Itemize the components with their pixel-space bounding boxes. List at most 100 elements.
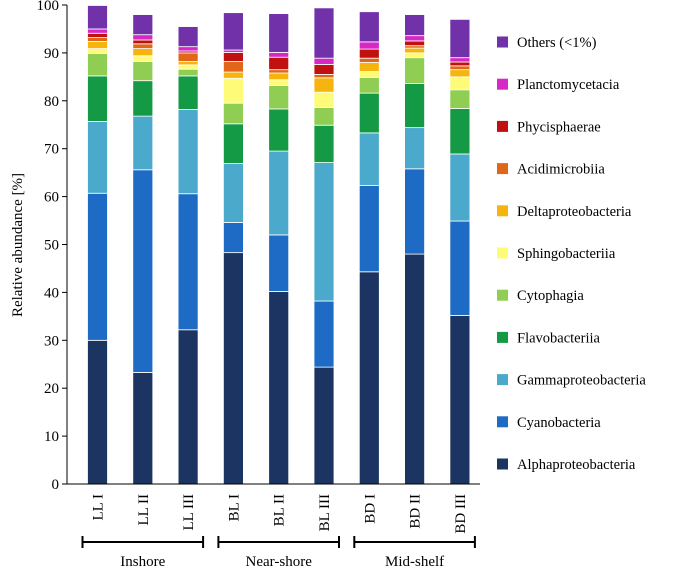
bar-segment <box>404 47 426 54</box>
y-tick-label: 90 <box>44 46 59 62</box>
bar-segment <box>268 72 290 81</box>
legend-swatch <box>497 120 508 132</box>
x-tick-label: LL III <box>181 494 197 531</box>
legend-swatch <box>497 163 508 175</box>
bar-segment <box>132 14 154 36</box>
bar-segment <box>177 329 199 485</box>
x-tick-label: BL I <box>226 494 242 521</box>
bar-segment <box>404 168 426 255</box>
bar-stack <box>449 18 471 485</box>
legend: Alphaproteobacteria Cyanobacteria Gammapro… <box>497 35 646 473</box>
bar-segment <box>449 220 471 316</box>
bar-segment <box>222 123 244 164</box>
bar-segment <box>404 127 426 170</box>
bar-segment <box>268 52 290 58</box>
bar-stack <box>358 11 380 485</box>
bar-segment <box>268 13 290 53</box>
x-axis: LL I LL II LL III BL I BL II BL III BD I BD II B… <box>67 483 480 534</box>
bar-segment <box>358 11 380 43</box>
legend-label: Sphingobacteriia <box>517 246 616 262</box>
bar-segment <box>177 46 199 52</box>
bar-segment <box>404 40 426 47</box>
bar-segment <box>87 120 108 194</box>
legend-swatch <box>497 416 508 428</box>
bar-segment <box>222 102 244 125</box>
y-tick-label: 0 <box>52 477 60 493</box>
bar-segment <box>449 57 471 63</box>
bar-segment <box>222 222 244 254</box>
bar-segment <box>132 61 154 82</box>
bar-segment <box>358 132 380 186</box>
bar-segment <box>268 291 290 485</box>
bar-stack <box>404 14 426 485</box>
bar-segment <box>222 61 244 73</box>
group-bracket: Near-shore <box>217 536 340 570</box>
bar-segment <box>132 48 154 57</box>
legend-label: Acidimicrobiia <box>517 162 605 178</box>
bar-segment <box>449 314 471 485</box>
x-tick-label: BD II <box>408 494 424 529</box>
bar-segment <box>358 92 380 134</box>
bar-segment <box>268 234 290 292</box>
y-tick-label: 10 <box>44 429 59 445</box>
bar-segment <box>313 162 335 302</box>
legend-label: Deltaproteobacteria <box>517 204 632 220</box>
y-tick-label: 20 <box>44 381 59 397</box>
bar-segment <box>358 48 380 59</box>
bar-segment <box>268 150 290 236</box>
bar-segment <box>177 61 199 66</box>
bar-segment <box>87 28 108 34</box>
legend-item: Planctomycetacia <box>497 77 620 93</box>
y-axis: 0 10 20 30 40 50 60 70 80 90 100 <box>37 0 68 493</box>
bar-segment <box>87 75 108 122</box>
y-tick-label: 100 <box>37 0 60 14</box>
bar-stack <box>313 7 335 485</box>
legend-swatch <box>497 331 508 343</box>
group-label: Inshore <box>120 554 165 570</box>
bar-segment <box>268 56 290 71</box>
y-tick-label: 70 <box>44 142 59 158</box>
bar-segment <box>449 89 471 109</box>
bar-segment <box>313 77 335 93</box>
bar-segment <box>132 115 154 171</box>
legend-swatch <box>497 247 508 259</box>
bar-stack <box>132 14 154 485</box>
bar-segment <box>177 75 199 110</box>
bar-segment <box>404 253 426 485</box>
legend-item: Cyanobacteria <box>497 415 601 431</box>
bar-segment <box>404 35 426 42</box>
y-tick-label: 50 <box>44 238 59 254</box>
legend-item: Flavobacteriia <box>497 330 601 346</box>
bar-stack <box>87 5 108 485</box>
legend-swatch <box>497 289 508 301</box>
bar-segment <box>132 169 154 373</box>
y-tick-label: 60 <box>44 190 59 206</box>
legend-label: Phycisphaerae <box>517 119 601 135</box>
group-brackets: Inshore Near-shore Mid-shelf <box>81 536 476 570</box>
legend-swatch <box>497 205 508 217</box>
legend-label: Alphaproteobacteria <box>517 457 636 473</box>
bar-segment <box>313 74 335 79</box>
bar-segment <box>449 153 471 222</box>
bar-segment <box>132 39 154 45</box>
bar-segment <box>268 108 290 152</box>
legend-item: Others (<1%) <box>497 35 597 51</box>
bar-segment <box>132 371 154 485</box>
legend-label: Planctomycetacia <box>517 77 620 93</box>
bar-segment <box>358 41 380 50</box>
bar-segment <box>177 64 199 70</box>
bar-segment <box>268 85 290 110</box>
x-tick-label: LL II <box>136 494 152 526</box>
legend-item: Cytophagia <box>497 288 584 304</box>
bar-segment <box>358 57 380 63</box>
group-bracket: Inshore <box>81 536 205 570</box>
bar-segment <box>177 193 199 331</box>
x-tick-label: BD III <box>453 494 469 534</box>
x-tick-label: BL III <box>317 494 333 531</box>
bar-segment <box>222 52 244 62</box>
bar-segment <box>449 69 471 78</box>
x-tick-label: BD I <box>362 494 378 524</box>
legend-item: Sphingobacteriia <box>497 246 616 262</box>
bar-segment <box>313 124 335 163</box>
y-tick-label: 30 <box>44 333 59 349</box>
